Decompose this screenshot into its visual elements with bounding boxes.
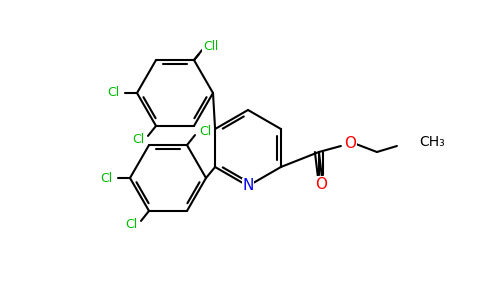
Text: O: O	[315, 176, 327, 191]
Text: Cl: Cl	[203, 40, 215, 52]
Text: Cl: Cl	[100, 172, 112, 184]
Text: CH₃: CH₃	[419, 135, 445, 149]
Text: Cl: Cl	[132, 134, 144, 146]
Text: Cl: Cl	[206, 40, 218, 52]
Text: Cl: Cl	[107, 86, 119, 100]
Text: N: N	[242, 178, 254, 194]
Text: Cl: Cl	[125, 218, 137, 231]
Text: O: O	[344, 136, 356, 151]
Text: Cl: Cl	[199, 124, 211, 138]
